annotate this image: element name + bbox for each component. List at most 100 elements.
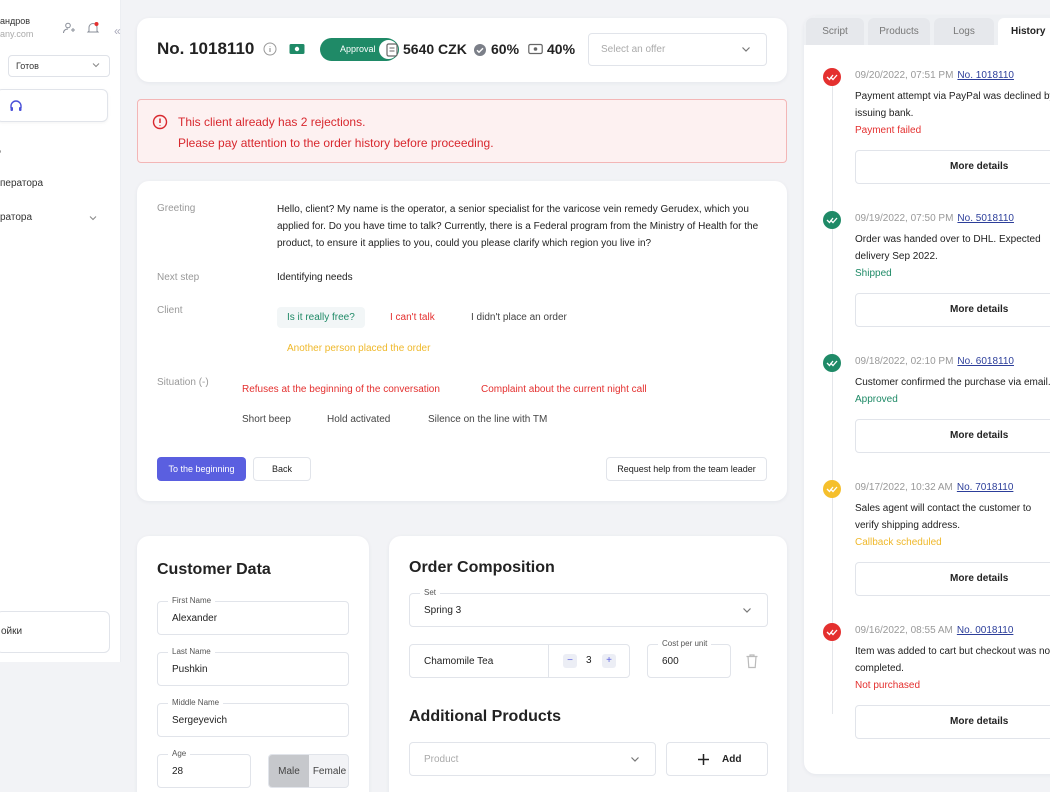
- history-order-link[interactable]: No. 1018110: [957, 70, 1014, 81]
- call-script: Greeting Hello, client? My name is the o…: [137, 181, 787, 501]
- history-status: Not purchased: [855, 680, 921, 691]
- back-button[interactable]: Back: [253, 457, 311, 481]
- status-select[interactable]: Готов: [8, 55, 110, 77]
- order-composition: Order Composition Set Spring 3 Chamomile…: [389, 536, 787, 792]
- history-status: Approved: [855, 394, 898, 405]
- add-product-button[interactable]: Add: [666, 742, 768, 776]
- user-switch-icon[interactable]: [62, 21, 76, 35]
- qty-decrease-button[interactable]: −: [563, 654, 577, 668]
- client-option-cant-talk[interactable]: I can't talk: [390, 312, 435, 323]
- customer-data: Customer Data First Name Alexander Last …: [137, 536, 369, 792]
- trash-icon[interactable]: [745, 653, 759, 669]
- buyout-rate: 40%: [547, 41, 576, 57]
- more-details-button[interactable]: More details: [855, 705, 1050, 739]
- age-field[interactable]: Age 28: [157, 749, 251, 788]
- approval-toggle[interactable]: Approval: [320, 38, 399, 61]
- more-details-button[interactable]: More details: [855, 562, 1050, 596]
- cost-value: 600: [662, 656, 679, 667]
- sidebar-item-operator[interactable]: ператора: [0, 178, 44, 189]
- product-placeholder: Product: [424, 754, 459, 765]
- additional-title: Additional Products: [409, 708, 561, 725]
- history-order-link[interactable]: No. 5018110: [957, 213, 1014, 224]
- history-description: Order was handed over to DHL. Expected d…: [855, 234, 1041, 262]
- tab-logs[interactable]: Logs: [934, 18, 994, 45]
- plus-icon: [698, 754, 709, 765]
- history-order-link[interactable]: No. 0018110: [956, 625, 1014, 636]
- chevron-down-icon: [631, 757, 639, 762]
- set-value: Spring 3: [424, 605, 462, 616]
- tab-products[interactable]: Products: [868, 18, 930, 45]
- history-description: Customer confirmed the purchase via emai…: [855, 377, 1050, 388]
- sidebar-item-calls[interactable]: [0, 89, 108, 122]
- situation-label: Situation (-): [157, 377, 209, 388]
- qty-increase-button[interactable]: +: [602, 654, 616, 668]
- more-details-button[interactable]: More details: [855, 419, 1050, 453]
- history-description: Payment attempt via PayPal was declined …: [855, 91, 1050, 119]
- next-step-text: Identifying needs: [277, 272, 353, 283]
- first-name-value: Alexander: [172, 613, 218, 624]
- history-date-text: 09/19/2022, 07:50 PM: [855, 213, 954, 224]
- last-name-field[interactable]: Last Name Pushkin: [157, 647, 349, 686]
- situation-hold[interactable]: Hold activated: [327, 414, 391, 425]
- info-icon[interactable]: [263, 42, 277, 56]
- request-help-button[interactable]: Request help from the team leader: [606, 457, 767, 481]
- client-option-another-person[interactable]: Another person placed the order: [287, 343, 431, 354]
- qty-value: 3: [586, 655, 592, 666]
- order-amount: 5640 CZK: [403, 41, 467, 57]
- history-date: 09/17/2022, 10:32 AM No. 7018110: [855, 482, 1013, 493]
- first-name-field[interactable]: First Name Alexander: [157, 596, 349, 635]
- tab-history[interactable]: History: [998, 18, 1050, 45]
- order-header: No. 1018110 Approval 5640 CZK 60% 40% Se…: [137, 18, 787, 82]
- collapse-sidebar-icon[interactable]: «: [114, 24, 121, 38]
- gender-male[interactable]: Male: [269, 755, 309, 787]
- more-details-button[interactable]: More details: [855, 150, 1050, 184]
- history-order-link[interactable]: No. 6018110: [957, 356, 1014, 367]
- tab-script[interactable]: Script: [806, 18, 864, 45]
- middle-name-field[interactable]: Middle Name Sergeyevich: [157, 698, 349, 737]
- customer-title: Customer Data: [157, 561, 271, 578]
- age-label: Age: [168, 749, 191, 758]
- client-label: Client: [157, 305, 183, 316]
- age-value: 28: [172, 766, 184, 777]
- history-date-text: 09/20/2022, 07:51 PM: [855, 70, 954, 81]
- chevron-down-icon: [742, 47, 750, 52]
- history-description: Item was added to cart but checkout was …: [855, 646, 1050, 674]
- receipt-icon: [386, 43, 398, 57]
- history-status: Shipped: [855, 268, 892, 279]
- chevron-down-icon[interactable]: [88, 213, 98, 223]
- to-beginning-button[interactable]: To the beginning: [157, 457, 246, 481]
- cost-label: Cost per unit: [658, 639, 712, 648]
- bell-icon[interactable]: [86, 21, 100, 35]
- status-check-icon: [823, 480, 841, 498]
- situation-short-beep[interactable]: Short beep: [242, 414, 291, 425]
- situation-complaint[interactable]: Complaint about the current night call: [481, 384, 647, 395]
- history-order-link[interactable]: No. 7018110: [956, 482, 1014, 493]
- item-name: Chamomile Tea: [424, 656, 494, 667]
- user-email: any.com: [0, 29, 34, 39]
- order-item-row: Chamomile Tea − 3 +: [409, 644, 630, 678]
- situation-silence[interactable]: Silence on the line with TM: [428, 414, 548, 425]
- cash-outline-icon: [528, 43, 543, 55]
- sidebar-item-settings[interactable]: ойки: [0, 611, 110, 653]
- history-status: Payment failed: [855, 125, 922, 136]
- user-name: андров: [0, 16, 31, 26]
- gender-female[interactable]: Female: [312, 766, 347, 777]
- history-date: 09/20/2022, 07:51 PM No. 1018110: [855, 70, 1014, 81]
- client-option-no-order[interactable]: I didn't place an order: [471, 312, 567, 323]
- more-details-button[interactable]: More details: [855, 293, 1050, 327]
- middle-name-value: Sergeyevich: [172, 715, 228, 726]
- alert-line-2: Please pay attention to the order histor…: [178, 136, 494, 150]
- sidebar-item-operator-group[interactable]: ратора: [0, 212, 33, 223]
- offer-select[interactable]: Select an offer: [588, 33, 767, 66]
- status-value: Готов: [16, 61, 39, 71]
- set-select[interactable]: Set Spring 3: [409, 588, 768, 627]
- rejections-alert: This client already has 2 rejections. Pl…: [137, 99, 787, 163]
- cost-field[interactable]: Cost per unit 600: [647, 639, 731, 678]
- history-date-text: 09/18/2022, 02:10 PM: [855, 356, 954, 367]
- client-option-free[interactable]: Is it really free?: [277, 307, 365, 328]
- product-select[interactable]: Product: [409, 742, 656, 776]
- greeting-text: Hello, client? My name is the operator, …: [277, 204, 759, 249]
- situation-refuses[interactable]: Refuses at the beginning of the conversa…: [242, 384, 440, 395]
- status-check-icon: [823, 211, 841, 229]
- last-name-label: Last Name: [168, 647, 215, 656]
